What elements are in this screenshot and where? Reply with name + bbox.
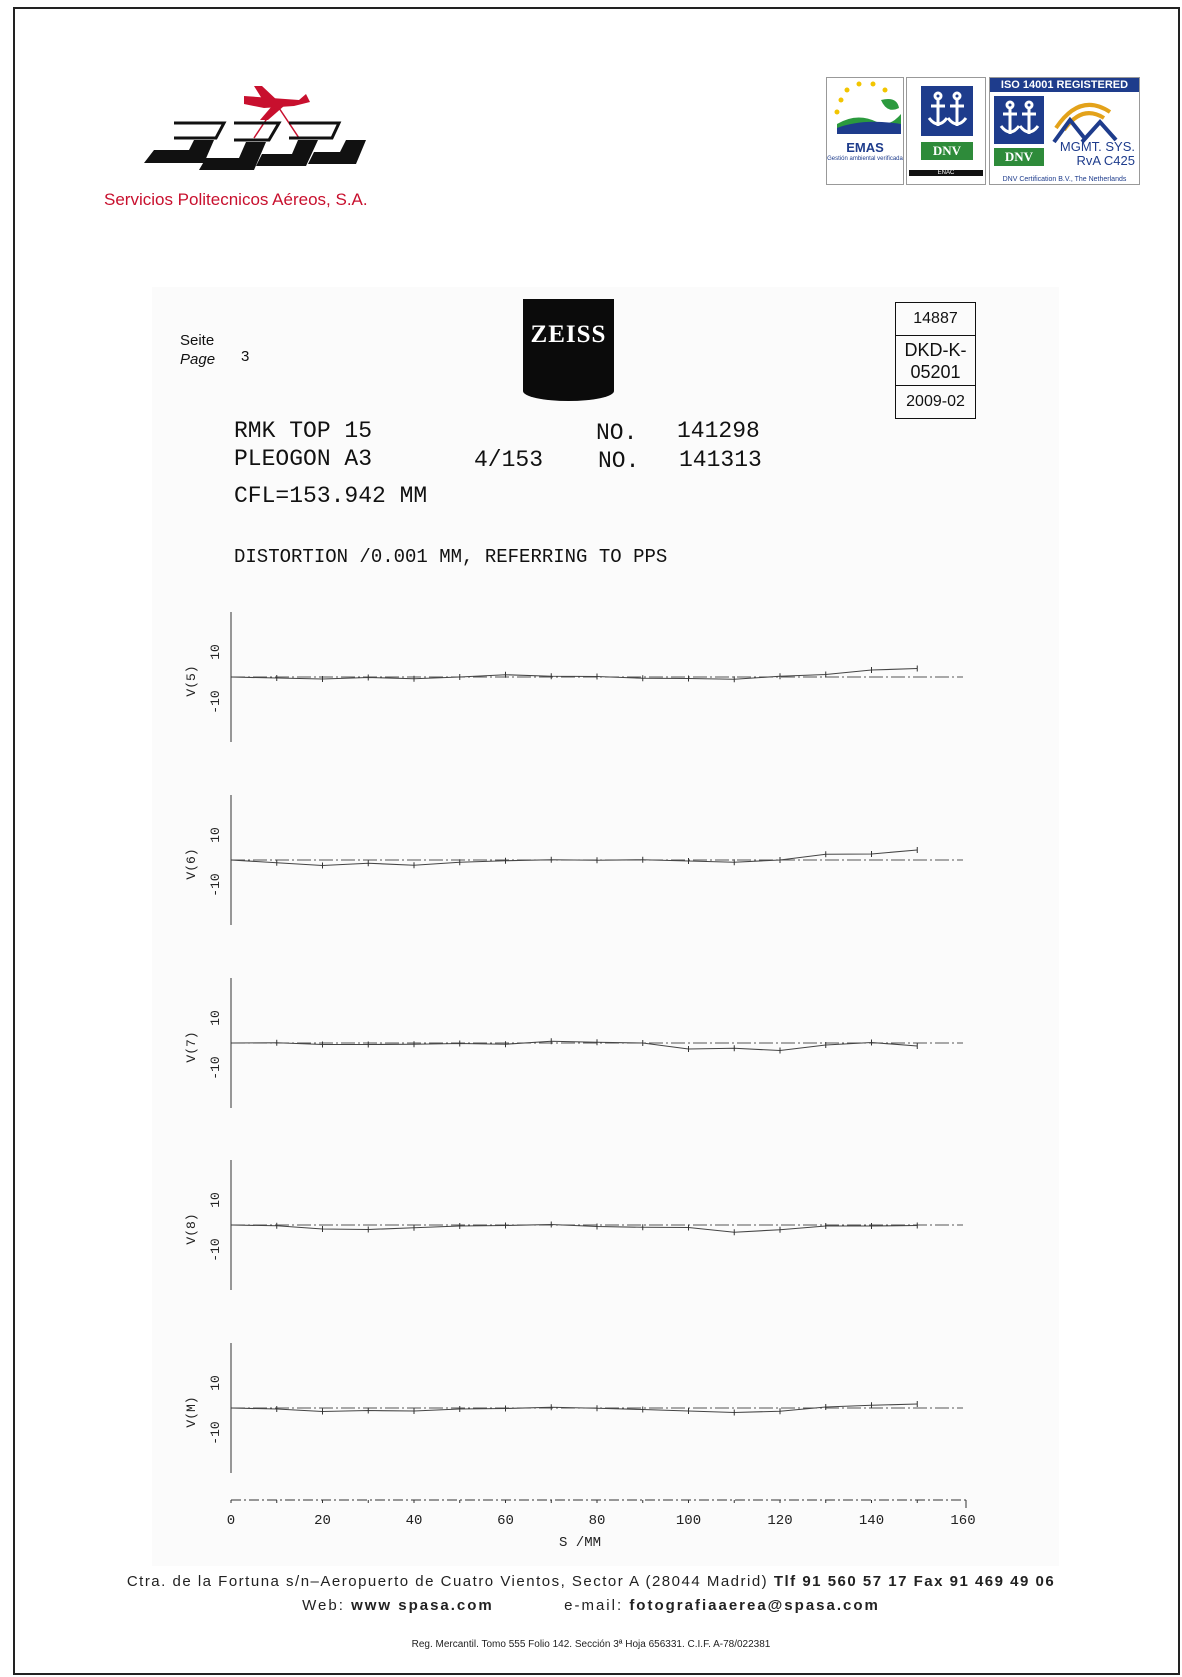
panel-5-series-line [230,1403,918,1414]
x-tick-label: 20 [314,1513,331,1529]
dnv-cert-footnote: DNV Certification B.V., The Netherlands [1002,176,1127,183]
phone-fax: Tlf 91 560 57 17 Fax 91 469 49 06 [773,1573,1056,1590]
anchor-rva-icon [994,96,1118,144]
spasa-logo-mark [144,86,366,170]
email-label: e-mail: [564,1597,624,1614]
zeiss-logo: ZEISS [523,299,614,401]
panel-3-series-line [230,1040,918,1052]
panel-2-y-label: V(6) [184,848,199,879]
page-label: Seite Page [180,331,215,369]
panel-1-y-tick-label: 10 [208,644,223,660]
email-link[interactable]: fotografiaaerea@spasa.com [629,1597,880,1614]
company-name: Servicios Politecnicos Aéreos, S.A. [104,190,368,209]
address-text: Ctra. de la Fortuna s/n–Aeropuerto de Cu… [126,1573,769,1590]
x-tick-label: 0 [227,1513,235,1529]
panel-1-y-tick-label: -10 [208,690,223,713]
company-logo: Servicios Politecnicos Aéreos, S.A. [94,78,406,210]
panel-4-y-tick-label: 10 [208,1192,223,1208]
panel-3-y-label: V(7) [184,1031,199,1062]
x-tick-label: 160 [950,1513,975,1529]
cert-lab-id: DKD-K- 05201 [896,336,975,386]
panel-2-y-tick-label: -10 [208,873,223,896]
camera-no-label: NO. [596,420,638,446]
dnv-label: DNV [921,142,973,160]
mgmt-sys-label: MGMT. SYS. RvA C425 [1060,140,1135,168]
lens-serial: 141313 [679,447,762,473]
page-label-en: Page [180,351,216,368]
page-border [13,7,1180,1675]
web-label: Web: [302,1597,345,1614]
lens-spec: 4/153 [474,447,544,473]
camera-serial: 141298 [677,418,760,444]
calibration-cert-box: 14887 DKD-K- 05201 2009-02 [895,302,976,419]
camera-model: RMK TOP 15 [234,418,373,444]
x-tick-label: 80 [589,1513,606,1529]
x-axis-label: S /MM [559,1535,601,1551]
x-tick-label: 100 [676,1513,701,1529]
page-label-de: Seite [180,332,215,349]
page-number: 3 [241,348,250,365]
panel-4-y-tick-label: -10 [208,1238,223,1261]
x-tick-label: 60 [497,1513,514,1529]
emas-label: EMAS [846,140,884,155]
cert-number: 14887 [896,303,975,336]
x-tick-label: 120 [767,1513,792,1529]
footer-address: Ctra. de la Fortuna s/n–Aeropuerto de Cu… [0,1573,1182,1590]
anchor-icon [921,86,973,136]
lens-model: PLEOGON A3 [234,446,373,472]
dnv-label-2: DNV [994,148,1044,166]
iso-title: ISO 14001 REGISTERED [990,78,1139,92]
dnv-iso-badge: ISO 14001 REGISTERED DNV MGMT. SYS. RvA … [989,77,1140,185]
mgmt-line-2: RvA C425 [1076,153,1135,168]
x-tick-label: 40 [406,1513,423,1529]
panel-3-y-tick-label: -10 [208,1056,223,1079]
company-registry: Reg. Mercantil. Tomo 555 Folio 142. Secc… [411,1639,771,1650]
certification-badges: EMAS Gestión ambiental verificada DNV EN… [826,77,1140,185]
panel-4-series-line [230,1223,918,1233]
lens-no-label: NO. [598,448,640,474]
distortion-title: DISTORTION /0.001 MM, REFERRING TO PPS [234,546,668,568]
panel-5-y-tick-label: -10 [208,1421,223,1444]
footer-contact: Web: www spasa.com e-mail: fotografiaaer… [0,1597,1182,1614]
eu-stars-icon [834,81,901,134]
cert-date: 2009-02 [906,393,965,410]
web-link[interactable]: www spasa.com [351,1597,494,1614]
panel-4-y-label: V(8) [184,1213,199,1244]
panel-5-y-label: V(M) [184,1396,199,1427]
panel-2-series-line [230,849,918,867]
panel-2-y-tick-label: 10 [208,827,223,843]
panel-3-y-tick-label: 10 [208,1010,223,1026]
emas-subtitle: Gestión ambiental verificada [827,156,903,162]
scanned-certificate [152,287,1059,1566]
enac-label: ENAC [909,170,983,176]
mgmt-line-1: MGMT. SYS. [1059,139,1135,154]
emas-badge: EMAS Gestión ambiental verificada [826,77,904,185]
panel-1-y-label: V(5) [184,665,199,696]
dnv-badge-1: DNV ENAC [906,77,986,185]
x-tick-label: 140 [859,1513,884,1529]
panel-1-series-line [230,667,918,680]
panel-5-y-tick-label: 10 [208,1375,223,1391]
calibrated-focal-length: CFL=153.942 MM [234,483,428,509]
